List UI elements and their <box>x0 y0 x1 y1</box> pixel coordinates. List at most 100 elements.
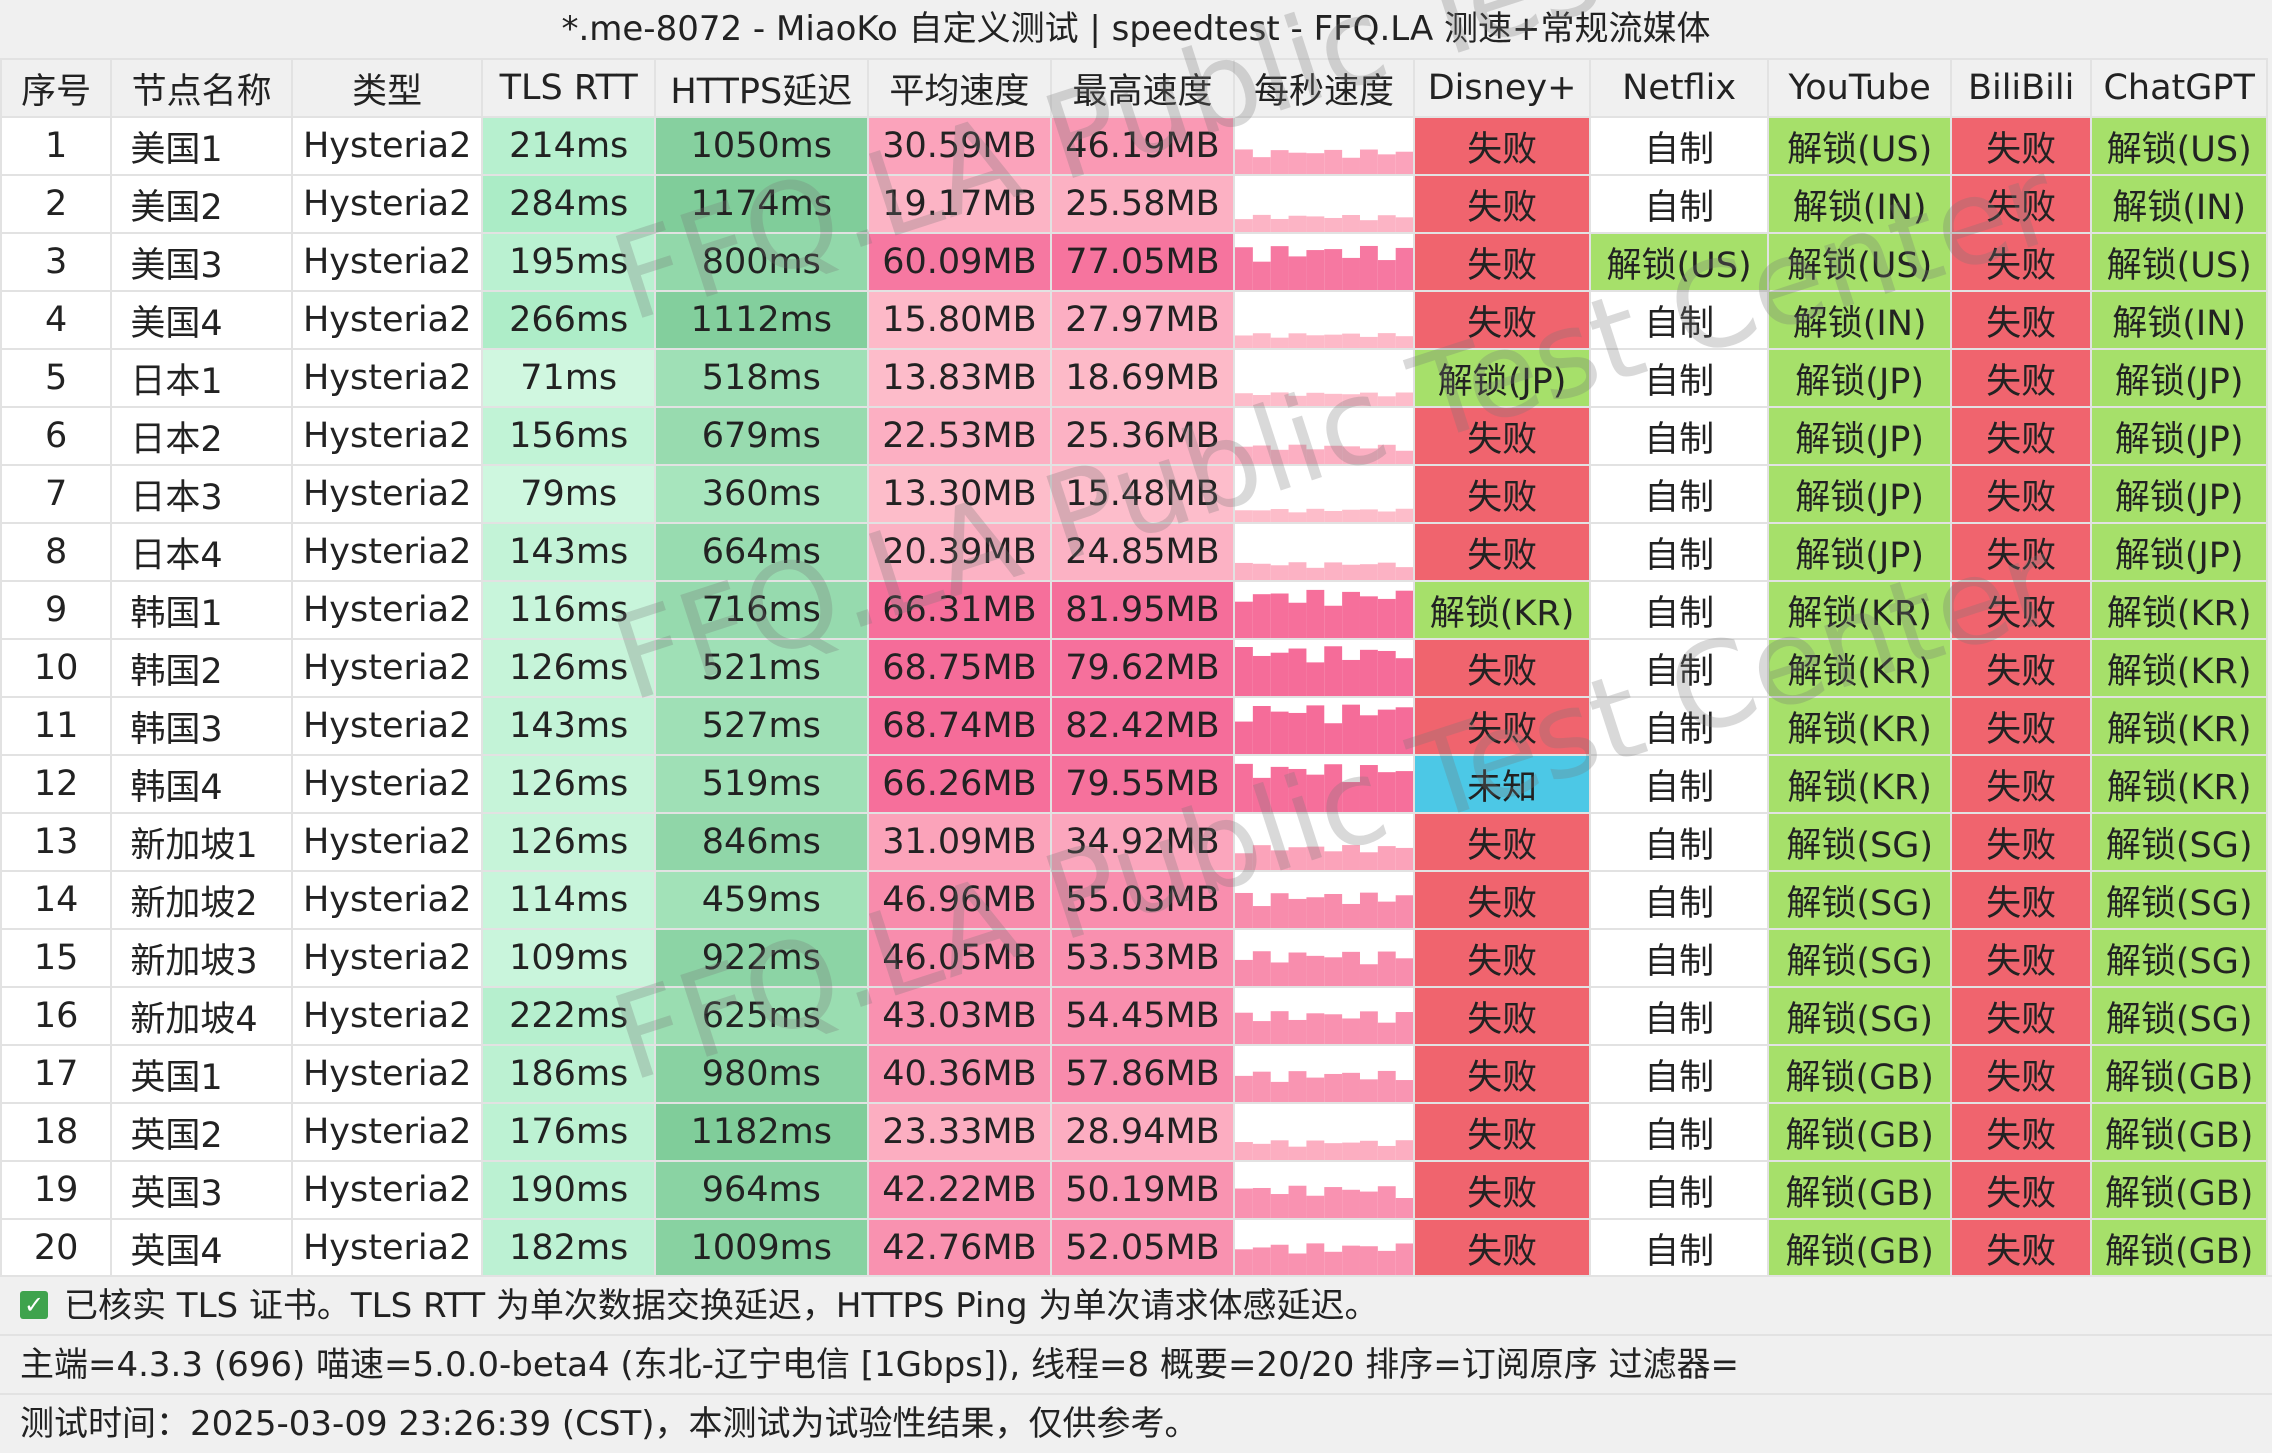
max-speed: 34.92MB <box>1051 813 1234 871</box>
netflix-status: 自制 <box>1590 581 1769 639</box>
chatgpt-status: 解锁(KR) <box>2091 697 2267 755</box>
sparkline-bar <box>1395 958 1413 986</box>
sparkline-bar <box>1288 1253 1306 1276</box>
youtube-status: 解锁(GB) <box>1768 1219 1951 1277</box>
sparkline-bar <box>1395 248 1413 290</box>
avg-speed: 66.31MB <box>868 581 1052 639</box>
column-header[interactable]: 序号 <box>1 59 111 117</box>
sparkline-bar <box>1270 1245 1288 1276</box>
column-header[interactable]: 平均速度 <box>868 59 1052 117</box>
avg-speed: 31.09MB <box>868 813 1052 871</box>
sparkline-bar <box>1306 662 1324 696</box>
column-header[interactable]: 节点名称 <box>111 59 292 117</box>
sparkline-bar <box>1378 599 1396 638</box>
tls-rtt: 182ms <box>482 1219 655 1277</box>
table-row[interactable]: 10韩国2Hysteria2126ms521ms68.75MB79.62MB失败… <box>1 639 2267 697</box>
youtube-status: 解锁(IN) <box>1768 291 1951 349</box>
table-row[interactable]: 20英国4Hysteria2182ms1009ms42.76MB52.05MB失… <box>1 1219 2267 1277</box>
sparkline-bar <box>1288 216 1306 232</box>
table-row[interactable]: 15新加坡3Hysteria2109ms922ms46.05MB53.53MB失… <box>1 929 2267 987</box>
node-type: Hysteria2 <box>292 349 483 407</box>
sparkline-bar <box>1235 647 1253 696</box>
https-latency: 521ms <box>655 639 868 697</box>
table-row[interactable]: 8日本4Hysteria2143ms664ms20.39MB24.85MB失败自… <box>1 523 2267 581</box>
sparkline-bar <box>1306 449 1324 464</box>
sparkline-bar <box>1324 562 1342 580</box>
sparkline-bar <box>1288 396 1306 406</box>
sparkline-bar <box>1395 451 1413 464</box>
bilibili-status: 失败 <box>1951 407 2091 465</box>
column-header[interactable]: TLS RTT <box>482 59 655 117</box>
sparkline-bar <box>1253 510 1271 522</box>
disney-status: 未知 <box>1414 755 1590 813</box>
sparkline-bar <box>1288 847 1306 870</box>
checkbox-icon[interactable]: ✓ <box>20 1291 48 1319</box>
column-header[interactable]: BiliBili <box>1951 59 2091 117</box>
avg-speed: 66.26MB <box>868 755 1052 813</box>
table-row[interactable]: 3美国3Hysteria2195ms800ms60.09MB77.05MB失败解… <box>1 233 2267 291</box>
column-header[interactable]: HTTPS延迟 <box>655 59 868 117</box>
sparkline-bar <box>1288 512 1306 522</box>
node-name: 新加坡4 <box>111 987 292 1045</box>
table-body: 1美国1Hysteria2214ms1050ms30.59MB46.19MB失败… <box>1 117 2267 1277</box>
avg-speed: 23.33MB <box>868 1103 1052 1161</box>
avg-speed: 40.36MB <box>868 1045 1052 1103</box>
table-row[interactable]: 4美国4Hysteria2266ms1112ms15.80MB27.97MB失败… <box>1 291 2267 349</box>
youtube-status: 解锁(SG) <box>1768 813 1951 871</box>
sparkline-bar <box>1378 1146 1396 1160</box>
row-index: 8 <box>1 523 111 581</box>
table-row[interactable]: 18英国2Hysteria2176ms1182ms23.33MB28.94MB失… <box>1 1103 2267 1161</box>
speed-sparkline <box>1234 175 1415 233</box>
sparkline-bar <box>1395 152 1413 174</box>
chatgpt-status: 解锁(GB) <box>2091 1103 2267 1161</box>
table-row[interactable]: 16新加坡4Hysteria2222ms625ms43.03MB54.45MB失… <box>1 987 2267 1045</box>
avg-speed: 20.39MB <box>868 523 1052 581</box>
chatgpt-status: 解锁(IN) <box>2091 291 2267 349</box>
sparkline-bar <box>1324 723 1342 754</box>
sparkline-bar <box>1253 706 1271 754</box>
sparkline-bar <box>1288 1071 1306 1102</box>
node-type: Hysteria2 <box>292 233 483 291</box>
sparkline-bar <box>1235 149 1253 174</box>
column-header[interactable]: ChatGPT <box>2091 59 2267 117</box>
speed-sparkline <box>1234 117 1415 175</box>
https-latency: 964ms <box>655 1161 868 1219</box>
table-row[interactable]: 6日本2Hysteria2156ms679ms22.53MB25.36MB失败自… <box>1 407 2267 465</box>
sparkline-bar <box>1235 510 1253 522</box>
column-header[interactable]: YouTube <box>1768 59 1951 117</box>
sparkline-bar <box>1360 1011 1378 1044</box>
disney-status: 失败 <box>1414 523 1590 581</box>
table-row[interactable]: 11韩国3Hysteria2143ms527ms68.74MB82.42MB失败… <box>1 697 2267 755</box>
bilibili-status: 失败 <box>1951 871 2091 929</box>
youtube-status: 解锁(GB) <box>1768 1045 1951 1103</box>
sparkline-bar <box>1342 904 1360 928</box>
column-header[interactable]: Netflix <box>1590 59 1769 117</box>
sparkline-bar <box>1395 707 1413 754</box>
table-row[interactable]: 7日本3Hysteria279ms360ms13.30MB15.48MB失败自制… <box>1 465 2267 523</box>
tls-rtt: 156ms <box>482 407 655 465</box>
table-row[interactable]: 5日本1Hysteria271ms518ms13.83MB18.69MB解锁(J… <box>1 349 2267 407</box>
column-header[interactable]: 类型 <box>292 59 483 117</box>
sparkline-bar <box>1306 509 1324 522</box>
table-row[interactable]: 12韩国4Hysteria2126ms519ms66.26MB79.55MB未知… <box>1 755 2267 813</box>
table-row[interactable]: 14新加坡2Hysteria2114ms459ms46.96MB55.03MB失… <box>1 871 2267 929</box>
table-row[interactable]: 19英国3Hysteria2190ms964ms42.22MB50.19MB失败… <box>1 1161 2267 1219</box>
bilibili-status: 失败 <box>1951 1045 2091 1103</box>
avg-speed: 46.05MB <box>868 929 1052 987</box>
column-header[interactable]: 每秒速度 <box>1234 59 1415 117</box>
column-header[interactable]: 最高速度 <box>1051 59 1234 117</box>
table-row[interactable]: 13新加坡1Hysteria2126ms846ms31.09MB34.92MB失… <box>1 813 2267 871</box>
table-row[interactable]: 1美国1Hysteria2214ms1050ms30.59MB46.19MB失败… <box>1 117 2267 175</box>
table-row[interactable]: 9韩国1Hysteria2116ms716ms66.31MB81.95MB解锁(… <box>1 581 2267 639</box>
table-row[interactable]: 17英国1Hysteria2186ms980ms40.36MB57.86MB失败… <box>1 1045 2267 1103</box>
table-row[interactable]: 2美国2Hysteria2284ms1174ms19.17MB25.58MB失败… <box>1 175 2267 233</box>
column-header[interactable]: Disney+ <box>1414 59 1590 117</box>
max-speed: 46.19MB <box>1051 117 1234 175</box>
max-speed: 54.45MB <box>1051 987 1234 1045</box>
https-latency: 980ms <box>655 1045 868 1103</box>
max-speed: 15.48MB <box>1051 465 1234 523</box>
bilibili-status: 失败 <box>1951 639 2091 697</box>
sparkline-bar <box>1395 336 1413 348</box>
avg-speed: 46.96MB <box>868 871 1052 929</box>
tls-rtt: 214ms <box>482 117 655 175</box>
